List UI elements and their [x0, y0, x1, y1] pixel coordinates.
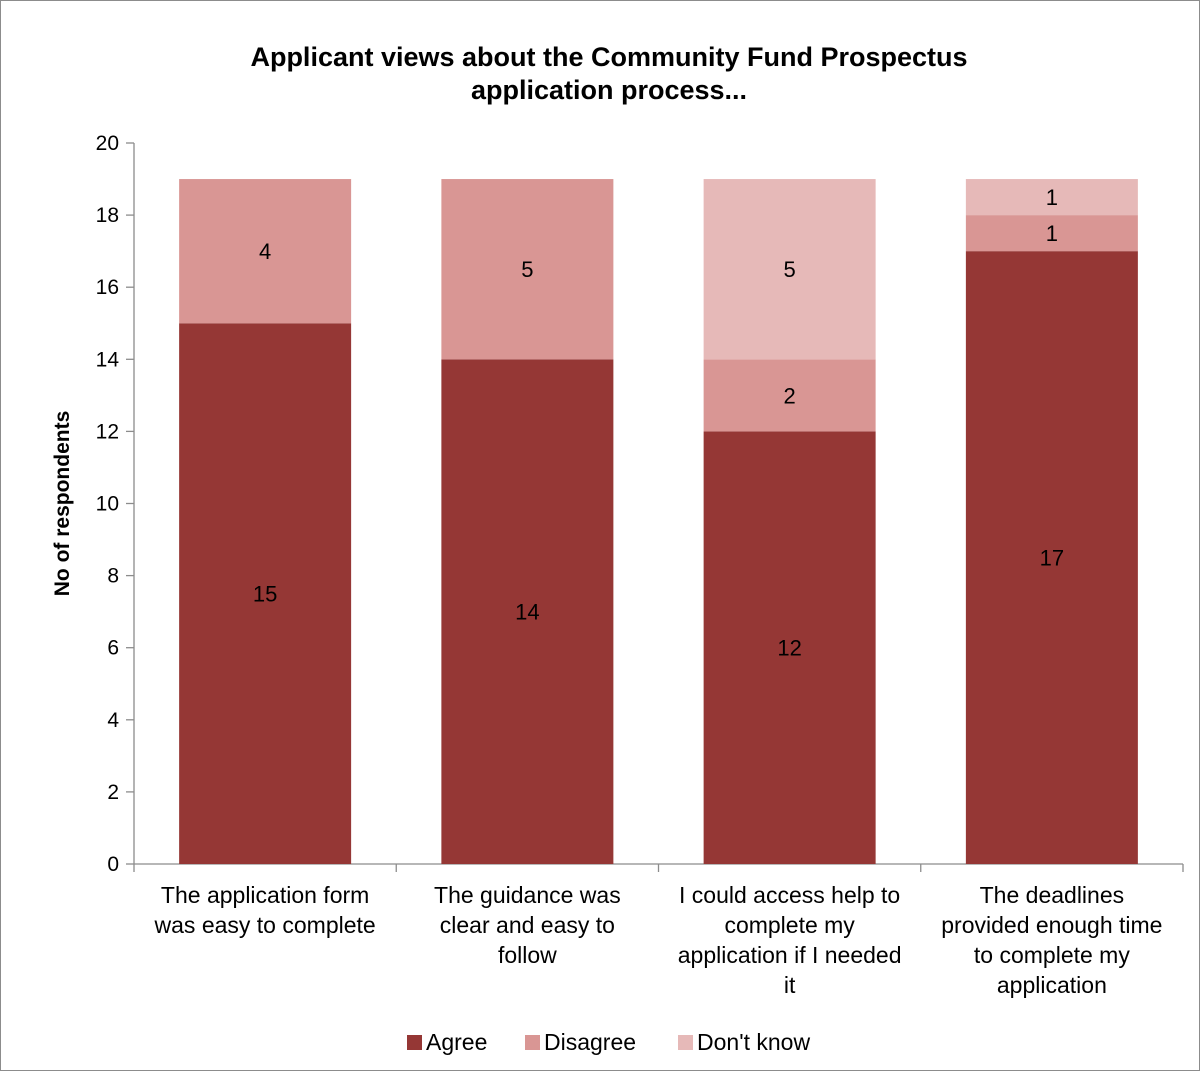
category-label: I could access help to complete my applica… — [678, 882, 902, 998]
y-tick-label: 2 — [107, 781, 119, 804]
data-label: 4 — [259, 239, 271, 264]
bar-segment-don-t-know — [965, 179, 1138, 216]
data-label: 5 — [521, 257, 533, 282]
bar-segment-disagree — [703, 359, 876, 432]
legend-label: Don't know — [697, 1029, 810, 1055]
y-tick-label: 16 — [96, 276, 119, 299]
bar-segment-disagree — [441, 179, 614, 360]
legend-swatch — [407, 1035, 422, 1050]
y-tick-label: 4 — [107, 709, 119, 732]
y-axis-label-group: No of respondents — [51, 411, 74, 597]
legend-label: Agree — [426, 1029, 487, 1055]
y-tick-label: 6 — [107, 637, 119, 660]
bar-segment-disagree — [179, 179, 352, 324]
y-tick-label: 18 — [96, 204, 119, 227]
y-tick-label: 10 — [96, 493, 119, 516]
bars — [179, 179, 1138, 864]
category-label: The guidance was clear and easy to follow — [434, 882, 621, 968]
y-tick-label: 20 — [96, 132, 119, 155]
data-label: 1 — [1046, 221, 1058, 246]
y-axis-label: No of respondents — [51, 411, 74, 597]
data-label: 5 — [784, 257, 796, 282]
data-label: 1 — [1046, 185, 1058, 210]
bar-segment-agree — [703, 431, 876, 864]
legend-label: Disagree — [544, 1029, 636, 1055]
category-labels: The application form was easy to complete… — [154, 882, 1163, 998]
data-label: 12 — [777, 636, 801, 661]
data-labels: 15 4 14 5 12 2 5 17 1 1 — [253, 185, 1064, 661]
chart-title-line: application process... — [471, 75, 747, 105]
chart-title-line: Applicant views about the Community Fund… — [250, 42, 967, 72]
legend-swatch — [525, 1035, 540, 1050]
bar-segment-agree — [965, 251, 1138, 864]
bar-segment-agree — [179, 323, 352, 864]
y-tick-label: 14 — [96, 348, 120, 371]
legend-swatch — [678, 1035, 693, 1050]
category-label: The deadlines provided enough time to comp… — [941, 882, 1162, 998]
legend: Agree Disagree Don't know — [407, 1029, 810, 1055]
category-label: The application form was easy to complete — [154, 882, 376, 938]
bar-segment-don-t-know — [703, 179, 876, 360]
y-tick-label: 8 — [107, 565, 119, 588]
y-tick-label: 12 — [96, 420, 119, 443]
data-label: 2 — [784, 383, 796, 408]
chart-title: Applicant views about the Community Fund… — [250, 42, 967, 105]
bar-segment-disagree — [965, 215, 1138, 252]
data-label: 17 — [1040, 546, 1064, 571]
bar-segment-agree — [441, 359, 614, 864]
y-tick-label: 0 — [107, 853, 119, 876]
data-label: 15 — [253, 582, 277, 607]
data-label: 14 — [515, 600, 539, 625]
